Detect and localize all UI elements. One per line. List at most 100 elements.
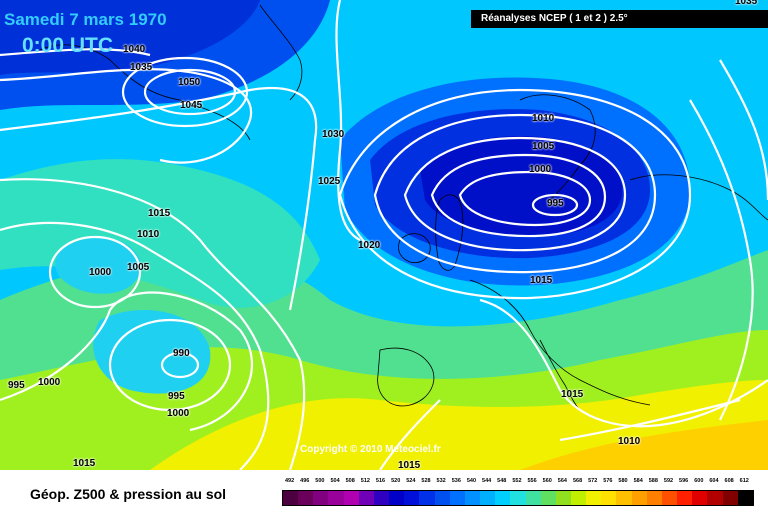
isobar-label: 1030 — [322, 129, 345, 140]
scale-tick-label: 596 — [679, 478, 689, 484]
scale-swatch — [737, 491, 753, 505]
scale-tick-label: 608 — [724, 478, 734, 484]
scale-tick-label: 588 — [648, 478, 658, 484]
isobar-label: 1000 — [38, 377, 61, 388]
scale-swatch — [631, 491, 647, 505]
isobar-label: 1015 — [398, 460, 421, 470]
isobar-1020 — [338, 88, 692, 300]
field-orange-band — [520, 420, 768, 470]
scale-swatch — [601, 491, 617, 505]
scale-swatch — [525, 491, 541, 505]
isobar-1010 — [403, 136, 627, 252]
isobar-1000-west — [48, 235, 142, 309]
isobar-1015-bottom — [379, 399, 441, 470]
map-time: 0:00 UTC — [22, 34, 114, 57]
coast-italy — [539, 339, 581, 411]
isobars — [0, 0, 768, 470]
scale-swatch — [480, 491, 496, 505]
isobar-label: 1035 — [735, 0, 758, 7]
isobar-1015-south — [479, 298, 768, 428]
isobar-1030 — [0, 87, 318, 311]
coast-greenland-east — [259, 4, 303, 101]
isobar-1000-atl — [0, 291, 253, 432]
isobar-label: 1015 — [561, 389, 584, 400]
scale-tick-label: 536 — [451, 478, 461, 484]
scale-tick-label: 544 — [482, 478, 492, 484]
map-date: Samedi 7 mars 1970 — [4, 10, 167, 29]
isobar-label: 1045 — [180, 100, 203, 111]
isobar-label: 990 — [173, 348, 190, 359]
scale-tick-label: 504 — [330, 478, 340, 484]
isobar-1040 — [0, 48, 151, 57]
isobar-label: 1035 — [130, 62, 153, 73]
scale-swatch — [495, 491, 511, 505]
isobar-1015 — [373, 113, 657, 274]
coast-ireland — [398, 233, 431, 264]
isobar-995 — [531, 193, 579, 217]
coast-scandinavia — [519, 94, 596, 201]
scale-swatch — [540, 491, 556, 505]
isobar-label: 1000 — [89, 267, 112, 278]
scale-swatch — [373, 491, 390, 505]
scale-tick-label: 532 — [436, 478, 446, 484]
isobar-label: 1040 — [123, 44, 146, 55]
scale-swatch — [616, 491, 632, 505]
scale-tick-label: 500 — [315, 478, 325, 484]
scale-tick-label: 572 — [588, 478, 598, 484]
isobar-label: 995 — [547, 198, 564, 209]
isobar-east — [689, 99, 754, 421]
scale-tick-label: 576 — [603, 478, 613, 484]
legend-title: Géop. Z500 & pression au sol — [30, 486, 227, 502]
isobar-label: 995 — [8, 380, 25, 391]
copyright-label: Copyright © 2010 Meteociel.fr — [300, 444, 441, 455]
scale-swatch — [555, 491, 571, 505]
isobar-1025 — [335, 0, 361, 241]
scale-swatch — [404, 491, 420, 505]
isobar-990 — [160, 351, 200, 379]
scale-tick-label: 564 — [557, 478, 567, 484]
isobar-1010-south — [559, 398, 741, 442]
scale-tick-label: 548 — [497, 478, 507, 484]
scale-swatch — [570, 491, 587, 505]
weather-map: Samedi 7 mars 1970 0:00 UTC Réanalyses N… — [0, 0, 768, 470]
isobar-1000 — [458, 170, 592, 227]
scale-tick-label: 524 — [406, 478, 416, 484]
isobar-1005 — [430, 153, 607, 238]
scale-swatch — [646, 491, 662, 505]
scale-swatch — [661, 491, 678, 505]
scale-tick-label: 568 — [572, 478, 583, 484]
isobar-1050 — [143, 68, 237, 116]
field-cyan-patch — [55, 237, 141, 294]
scale-tick-label: 580 — [618, 478, 628, 484]
scale-tick-label: 540 — [466, 478, 477, 484]
scale-tick-label: 552 — [512, 478, 522, 484]
isobar-label: 1015 — [148, 208, 171, 219]
isobar-1045 — [121, 56, 249, 128]
isobar-label: 1005 — [532, 141, 555, 152]
isobar-label: 1015 — [530, 275, 553, 286]
scale-tick-label: 528 — [421, 478, 431, 484]
scale-tick-label: 600 — [694, 478, 704, 484]
isobar-1010-atl — [0, 178, 306, 470]
scale-tick-label: 492 — [284, 478, 295, 484]
isobar-label: 1005 — [127, 262, 150, 273]
scale-swatch — [692, 491, 708, 505]
scale-swatch — [283, 491, 299, 505]
scale-tick-label: 560 — [542, 478, 552, 484]
isobar-label: 1025 — [318, 176, 341, 187]
scale-ticks: 492 496 500 504 508 512 516 520 524 528 532 536 540 5… — [282, 478, 752, 488]
coast-russia — [629, 174, 768, 221]
scale-swatch — [313, 491, 329, 505]
isobar-1005-atl — [0, 221, 270, 470]
scale-tick-label: 592 — [663, 478, 674, 484]
scale-swatch — [389, 491, 405, 505]
scale-swatch — [298, 491, 314, 505]
isobar-1035 — [0, 68, 253, 164]
scale-swatch — [707, 491, 723, 505]
scale-tick-label: 516 — [375, 478, 386, 484]
scale-tick-label: 604 — [709, 478, 719, 484]
field-cyan-low-atlantic — [93, 310, 211, 394]
scale-tick-label: 584 — [633, 478, 643, 484]
isobar-label: 1010 — [532, 113, 555, 124]
map-canvas — [0, 0, 768, 470]
